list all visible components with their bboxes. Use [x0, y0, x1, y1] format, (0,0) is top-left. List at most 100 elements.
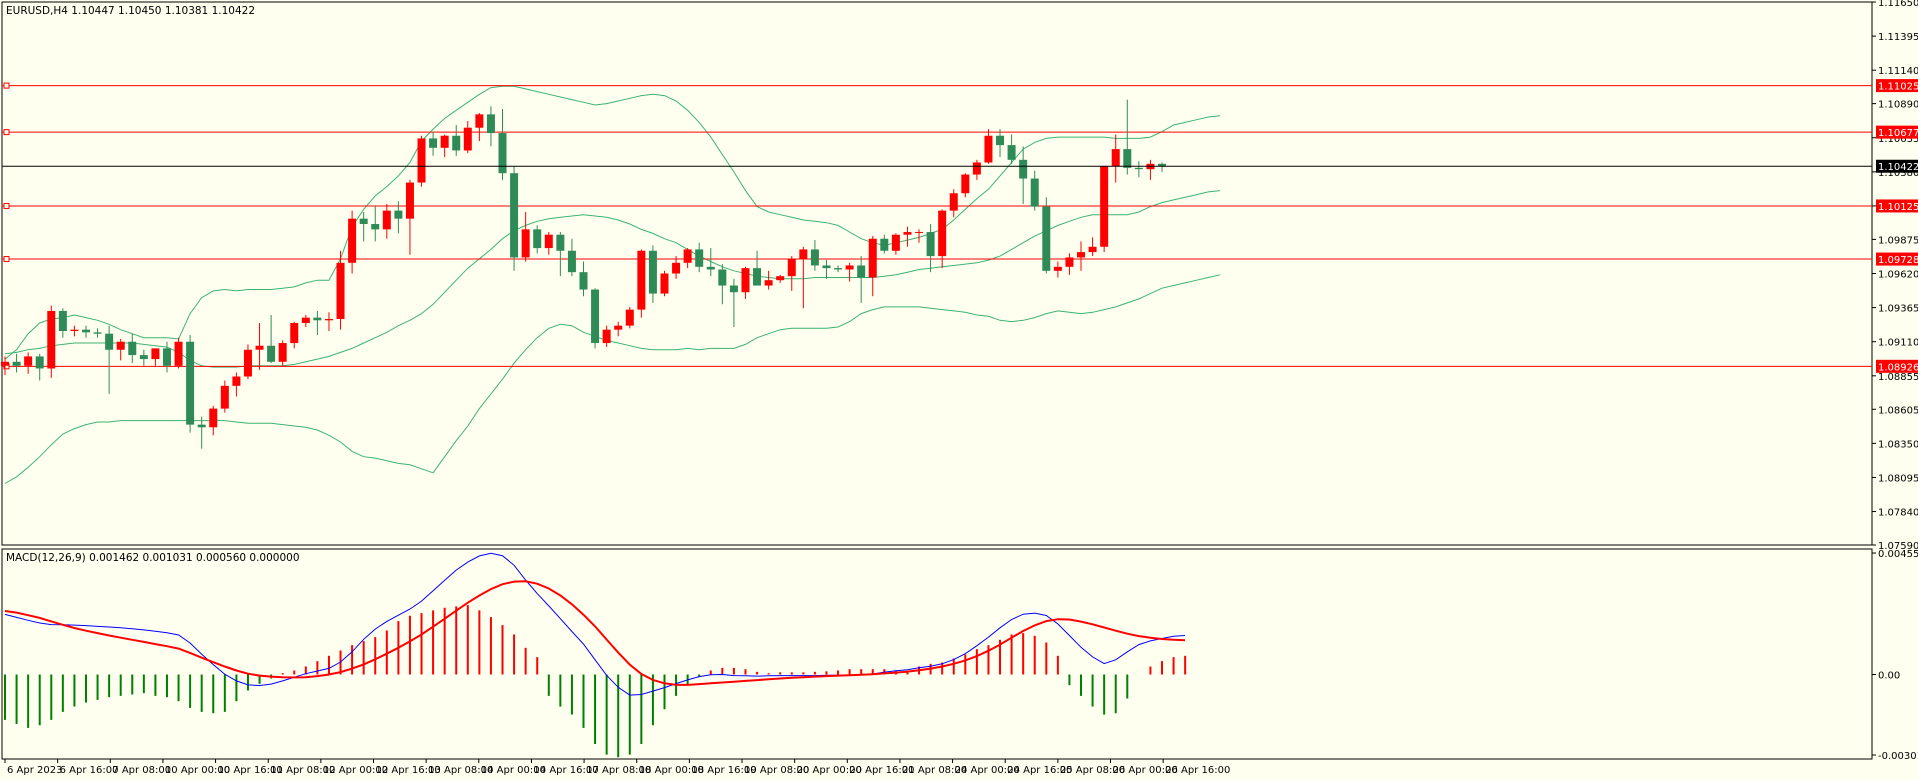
price-panel[interactable]: 1.11650 1.11395 1.11140 1.10890 1.10635 1.103… — [1, 0, 1918, 552]
macd-main-line — [4, 552, 1186, 696]
time-tick-label: 10 Apr 16:00 — [218, 765, 283, 776]
candle-body — [822, 265, 831, 269]
candle-body — [533, 229, 542, 249]
time-tick-label: 11 Apr 08:00 — [270, 765, 335, 776]
candle-body — [324, 318, 333, 321]
bollinger-lower-line — [4, 274, 1221, 484]
candle-body — [267, 345, 276, 362]
price-tick-label: 1.08350 — [1878, 439, 1918, 450]
price-tick-label: 1.11650 — [1878, 0, 1918, 9]
macd-axis: 0.00455 0.00 -0.003014 — [1872, 549, 1918, 762]
candle-body — [440, 135, 449, 148]
candle-body — [521, 229, 530, 258]
candle-body — [567, 250, 576, 273]
candle-body — [672, 262, 681, 274]
candle-body — [1065, 257, 1074, 267]
time-tick-label: 24 Apr 00:00 — [955, 765, 1020, 776]
candle-body — [915, 232, 924, 234]
candle-body — [845, 265, 854, 270]
candle-body — [1111, 149, 1120, 167]
macd-tick-label: 0.00455 — [1878, 549, 1918, 560]
time-tick-label: 7 Apr 08:00 — [112, 765, 171, 776]
candle-body — [614, 325, 623, 330]
candle-body — [706, 266, 715, 270]
candle-body — [591, 289, 600, 344]
candle-body — [1007, 145, 1016, 160]
price-tick-label: 1.11395 — [1878, 32, 1918, 43]
candle-body — [105, 333, 114, 350]
candle-body — [1123, 149, 1132, 168]
candle-body — [70, 329, 79, 332]
macd-tick-label: -0.003014 — [1878, 751, 1918, 762]
macd-tick-label: 0.00 — [1878, 671, 1900, 682]
current-price-line: 1.10422 — [2, 159, 1918, 173]
candle-body — [683, 249, 692, 263]
macd-label: MACD(12,26,9) 0.001462 0.001031 0.000560… — [6, 552, 300, 564]
candle-body — [336, 262, 345, 319]
time-tick-label: 21 Apr 08:00 — [902, 765, 967, 776]
candle-body — [93, 332, 102, 334]
time-tick-label: 6 Apr 2023 — [7, 765, 62, 776]
time-tick-label: 18 Apr 16:00 — [691, 765, 756, 776]
candle-body — [510, 173, 519, 258]
time-tick-label: 17 Apr 08:00 — [586, 765, 651, 776]
candle-body — [243, 349, 252, 377]
candle-body — [625, 309, 634, 326]
candle-body — [1030, 178, 1039, 207]
candle-body — [753, 268, 762, 286]
candle-body — [278, 343, 287, 362]
candle-body — [718, 269, 727, 286]
candle-body — [776, 276, 785, 281]
candle-body — [637, 250, 646, 310]
candle-body — [186, 341, 195, 425]
candle-body — [463, 127, 472, 151]
candle-body — [371, 224, 380, 230]
candle-body — [348, 218, 357, 263]
candle-body — [544, 234, 553, 249]
macd-panel[interactable]: 0.00455 0.00 -0.003014 MACD(12,26,9) 0.001… — [1, 548, 1918, 762]
candle-body — [174, 341, 183, 366]
candle-body — [938, 210, 947, 257]
candle-body — [197, 424, 206, 428]
candle-body — [452, 135, 461, 151]
candle-body — [220, 385, 229, 409]
bollinger-upper-line — [4, 85, 1220, 360]
level-price-label: 1.10677 — [1878, 128, 1918, 139]
price-tick-label: 1.10635 — [1878, 134, 1918, 145]
time-tick-label: 20 Apr 16:00 — [849, 765, 914, 776]
candle-body — [799, 249, 808, 259]
level-lines[interactable]: 1.11025 1.10677 1.10125 1.09728 1.08926 — [2, 79, 1918, 373]
candle-body — [949, 193, 958, 211]
price-tick-label: 1.08095 — [1878, 473, 1918, 484]
candle-body — [926, 232, 935, 257]
candle-body — [24, 356, 33, 366]
level-price-tag — [1876, 359, 1918, 373]
macd-panel-frame — [1, 548, 1873, 760]
candle-body — [834, 268, 843, 270]
price-tick-label: 1.07840 — [1878, 508, 1918, 519]
level-anchor — [3, 256, 10, 263]
candle-body — [35, 356, 44, 369]
candle-body — [1134, 167, 1143, 170]
current-price-tag — [1876, 159, 1918, 173]
candle-body — [486, 114, 495, 134]
candle-body — [660, 273, 669, 294]
candle-body — [12, 361, 21, 366]
candle-body — [903, 232, 912, 235]
candle-body — [1158, 163, 1166, 167]
candle-body — [810, 249, 819, 266]
candle-body — [984, 135, 993, 163]
level-anchor — [3, 129, 10, 136]
time-tick-label: 10 Apr 00:00 — [165, 765, 230, 776]
candle-body — [1088, 246, 1097, 253]
time-tick-label: 6 Apr 16:00 — [60, 765, 119, 776]
time-tick-label: 14 Apr 00:00 — [481, 765, 546, 776]
level-anchor — [3, 82, 10, 89]
time-tick-label: 24 Apr 16:00 — [1007, 765, 1072, 776]
candle-body — [232, 376, 241, 386]
candle-body — [405, 182, 414, 219]
candle-body — [394, 210, 403, 219]
candle-body — [475, 114, 484, 128]
